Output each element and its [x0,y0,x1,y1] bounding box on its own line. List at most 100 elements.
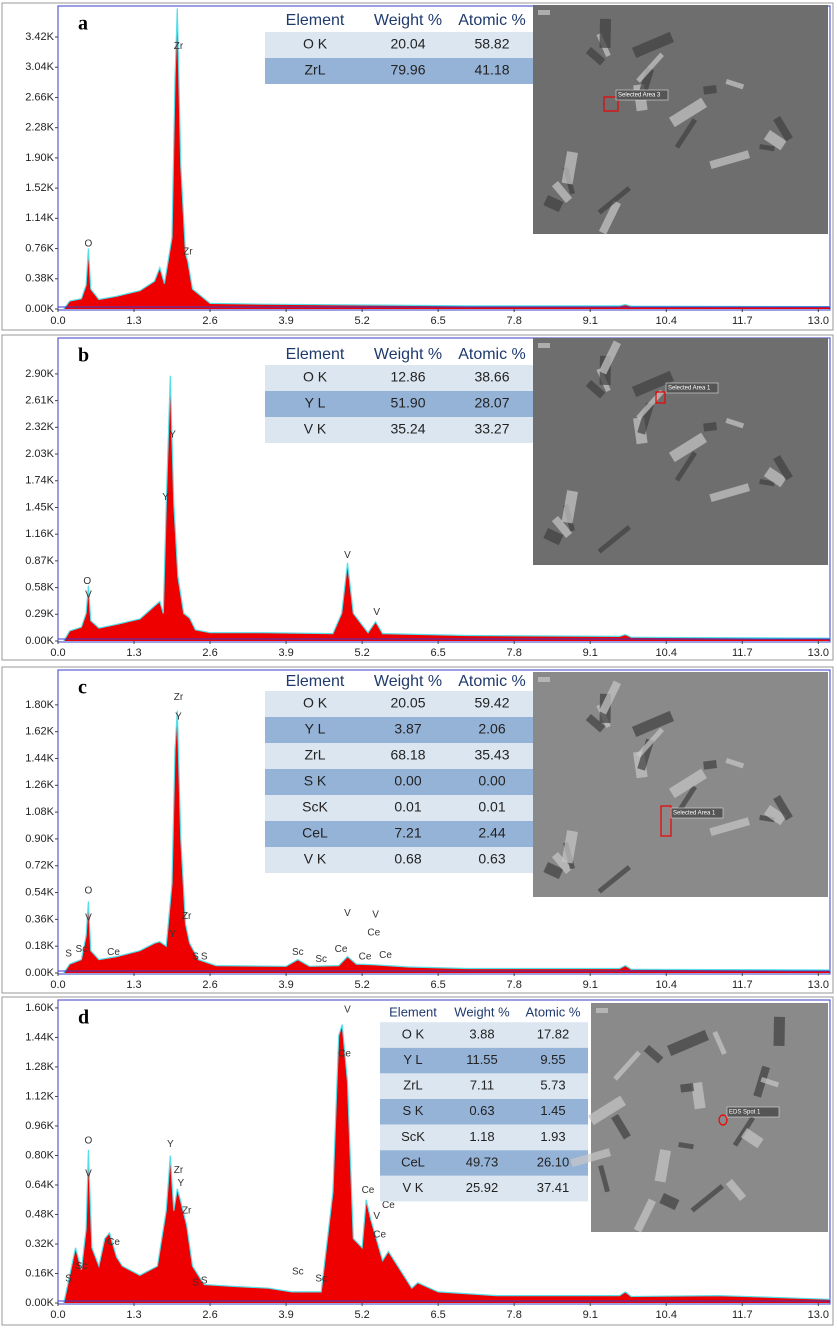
table-cell: 58.82 [474,36,509,52]
peak-label: Y [177,1178,184,1189]
x-tick-label: 7.8 [507,1309,522,1321]
peak-label: Ce [367,927,380,938]
sem-texture [598,200,622,235]
table-cell: 5.73 [540,1078,565,1093]
x-tick-label: 0.0 [50,979,65,991]
peak-label: Sc [315,1274,327,1285]
sem-texture [561,830,578,864]
sem-texture [678,1142,694,1150]
table-cell: ZrL [305,747,326,763]
x-tick-label: 13.0 [808,979,829,991]
y-tick-label: 0.76K [25,242,54,254]
table-row [265,58,533,84]
panel-label: d [78,1007,89,1029]
x-tick-label: 1.3 [126,1309,141,1321]
x-tick-label: 2.6 [202,315,217,327]
table-cell: 0.00 [478,773,505,789]
peak-label: Zr [174,1165,184,1176]
table-row [380,1124,588,1151]
x-tick-label: 2.6 [202,1309,217,1321]
x-tick-label: 5.2 [354,979,369,991]
peak-label: Ce [338,1049,351,1060]
y-tick-label: 1.14K [25,212,54,224]
table-header: Element [286,673,345,690]
table-row [380,1150,588,1176]
y-tick-label: 1.12K [25,1090,54,1102]
spectrum-line [63,1024,831,1304]
sem-texture [725,78,745,90]
x-tick-label: 3.9 [278,315,293,327]
y-tick-label: 1.08K [25,806,54,818]
x-tick-label: 3.9 [278,647,293,659]
table-row [265,795,533,821]
peak-label: Zr [174,692,184,703]
panel-label: c [78,677,87,699]
table-cell: CeL [401,1154,425,1169]
y-tick-label: 0.54K [25,886,54,898]
table-cell: 1.18 [469,1129,494,1144]
x-tick-label: 7.8 [507,315,522,327]
peak-label: Ce [107,1237,120,1248]
peak-label: S [65,1274,72,1285]
x-tick-label: 0.0 [50,647,65,659]
table-cell: 37.41 [537,1180,570,1195]
peak-label: S [201,951,208,962]
x-tick-label: 10.4 [656,979,677,991]
y-tick-label: 0.00K [25,635,54,647]
sem-texture [597,865,631,894]
sem-texture [598,340,622,375]
peak-label: Sc [76,1261,88,1272]
table-cell: V K [304,421,327,437]
table-cell: 0.63 [478,851,505,867]
y-tick-label: 1.74K [25,475,54,487]
caption-box [670,807,724,819]
x-tick-label: 5.2 [354,315,369,327]
sem-texture [725,1179,747,1201]
table-header: Element [389,1004,437,1019]
table-cell: S K [304,773,327,789]
table-cell: 35.43 [474,747,509,763]
peak-label: V [85,913,92,924]
table-cell: 1.93 [540,1129,565,1144]
spectrum-line [63,8,831,310]
peak-label: Ce [107,947,120,958]
peak-label: Ce [335,944,348,955]
selected-area [603,96,619,112]
sem-texture [740,1128,764,1149]
peak-label: O [85,1135,93,1146]
sem-texture [763,805,787,826]
peak-label: Y [169,929,176,940]
table-cell: 9.55 [540,1052,565,1067]
sem-texture [543,528,564,546]
sem-texture [631,710,675,738]
y-tick-label: 1.26K [25,779,54,791]
sem-texture [598,1165,610,1193]
panel: 0.00K 0.38K 0.76K 1.14K 1.52K 1.90K 2.28K 2.66K… [1,2,834,331]
y-tick-label: 0.72K [25,860,54,872]
y-tick-label: 1.52K [25,182,54,194]
x-tick-label: 5.2 [354,647,369,659]
sem-texture [759,144,775,152]
image-caption: Selected Area 1 [673,811,716,817]
table-cell: 2.06 [478,721,505,737]
table-row [265,391,533,417]
table-header: Atomic % [458,673,526,690]
y-tick-label: 0.29K [25,608,54,620]
table-cell: V K [304,851,327,867]
sem-texture [709,817,750,837]
peak-label: Zr [182,911,192,922]
table-cell: S K [403,1103,424,1118]
table-row [265,417,533,443]
y-tick-label: 1.90K [25,152,54,164]
sem-texture [631,370,674,398]
caption-box [665,382,719,394]
table-cell: ZrL [305,62,326,78]
x-tick-label: 10.4 [656,315,677,327]
x-tick-label: 13.0 [808,647,829,659]
panel: 0.00K 0.18K 0.36K 0.54K 0.72K 0.90K 1.08K 1.26K… [1,666,834,994]
selected-area [660,805,672,837]
peak-label: V [372,910,379,921]
caption-box [615,89,669,101]
sem-texture [636,727,664,758]
x-tick-label: 3.9 [278,979,293,991]
